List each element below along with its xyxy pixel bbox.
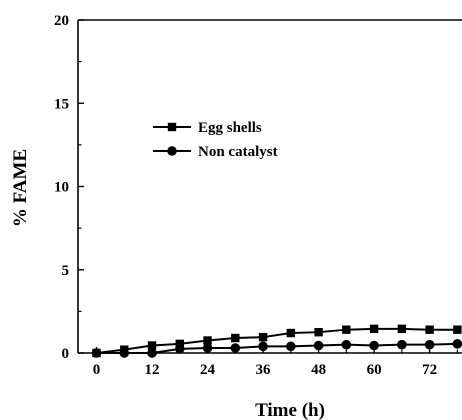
data-point: [286, 328, 296, 338]
legend-label: Egg shells: [198, 120, 262, 136]
axes: [77, 19, 462, 354]
x-tick-label: 0: [93, 362, 101, 378]
legend-marker: [167, 122, 177, 132]
data-point: [369, 340, 379, 351]
series-layer: [91, 324, 462, 358]
data-point: [342, 325, 351, 334]
data-point: [119, 348, 130, 358]
y-tick-label: 0: [62, 346, 70, 362]
data-point: [147, 341, 157, 350]
x-axis-title: Time (h): [255, 400, 325, 420]
legend: Egg shells Non catalyst: [153, 120, 278, 160]
data-point: [314, 327, 323, 337]
data-point: [175, 339, 184, 349]
y-tick-label: 10: [54, 180, 69, 196]
x-tick-label: 24: [200, 362, 216, 378]
legend-label: Non catalyst: [198, 144, 278, 160]
data-point: [258, 341, 268, 352]
legend-marker: [167, 146, 177, 156]
series-non-catalyst: [91, 339, 462, 358]
x-tick-label: 36: [256, 362, 272, 378]
x-tick-label: 48: [311, 362, 326, 378]
data-point: [341, 339, 352, 350]
data-point: [258, 332, 268, 342]
data-point: [202, 343, 213, 353]
y-tick-label: 20: [54, 13, 69, 29]
y-axis-title: % FAME: [10, 149, 31, 227]
data-point: [231, 333, 240, 343]
data-point: [397, 324, 407, 334]
data-point: [230, 343, 241, 353]
data-point: [397, 339, 407, 350]
series-line: [96, 327, 458, 354]
x-tick-label: 12: [145, 362, 160, 378]
x-tick-label: 72: [422, 362, 437, 378]
data-point: [424, 339, 435, 350]
data-point: [453, 325, 462, 334]
data-point: [452, 339, 462, 349]
x-tick-label: 60: [367, 362, 382, 378]
data-point: [425, 325, 434, 334]
data-point: [91, 348, 102, 358]
data-point: [313, 340, 324, 351]
data-point: [203, 336, 212, 345]
data-point: [174, 344, 185, 354]
ticks: 0 5 10 15 20 0 12 24 36 48 60 72: [54, 13, 458, 378]
data-point: [286, 341, 296, 352]
data-point: [369, 324, 379, 334]
data-point: [147, 348, 157, 358]
y-tick-label: 15: [54, 96, 69, 112]
y-tick-label: 5: [62, 263, 70, 279]
